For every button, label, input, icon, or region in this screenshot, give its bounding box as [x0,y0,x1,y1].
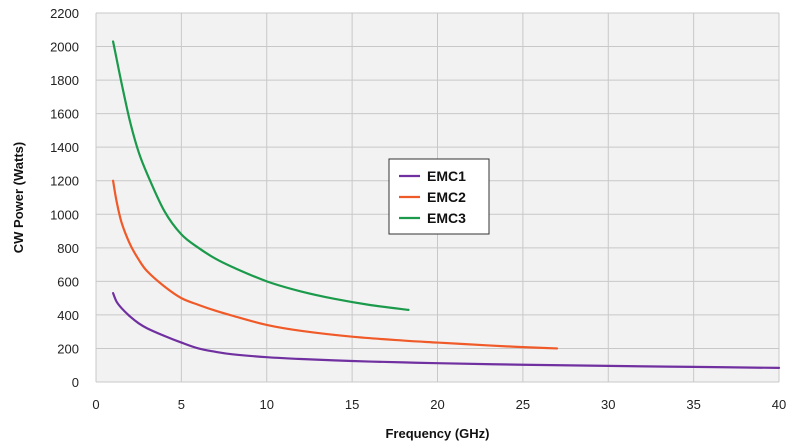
y-tick-label-3: 600 [57,274,79,289]
y-tick-label-2: 400 [57,308,79,323]
y-tick-label-7: 1400 [50,140,79,155]
y-tick-label-11: 2200 [50,6,79,21]
legend-label-emc2: EMC2 [427,189,466,205]
y-tick-label-4: 800 [57,241,79,256]
x-tick-label-1: 5 [178,397,185,412]
series-line-emc1 [111,292,781,370]
series-lines [111,40,781,370]
legend-label-emc3: EMC3 [427,210,466,226]
y-axis-title: CW Power (Watts) [11,142,26,253]
y-tick-label-10: 2000 [50,40,79,55]
x-tick-label-4: 20 [430,397,444,412]
legend-label-emc1: EMC1 [427,168,466,184]
series-line-emc2 [111,179,559,350]
x-tick-label-8: 40 [772,397,786,412]
y-tick-label-5: 1000 [50,207,79,222]
y-tick-label-6: 1200 [50,174,79,189]
x-tick-label-6: 30 [601,397,615,412]
y-tick-label-0: 0 [72,375,79,390]
x-tick-label-7: 35 [686,397,700,412]
x-tick-label-0: 0 [92,397,99,412]
x-tick-label-2: 10 [260,397,274,412]
y-tick-label-9: 1800 [50,73,79,88]
y-tick-labels: 0 200 400 600 800 1000 1200 1400 1600 1800 2000 220… [50,6,79,390]
y-tick-label-8: 1600 [50,107,79,122]
legend: EMC1 EMC2 EMC3 [388,158,490,235]
x-tick-label-5: 25 [516,397,530,412]
y-tick-label-1: 200 [57,341,79,356]
x-tick-label-3: 15 [345,397,359,412]
x-axis-title: Frequency (GHz) [385,426,489,441]
x-tick-labels: 0 5 10 15 20 25 30 35 40 [92,397,786,412]
series-line-emc3 [111,40,410,311]
